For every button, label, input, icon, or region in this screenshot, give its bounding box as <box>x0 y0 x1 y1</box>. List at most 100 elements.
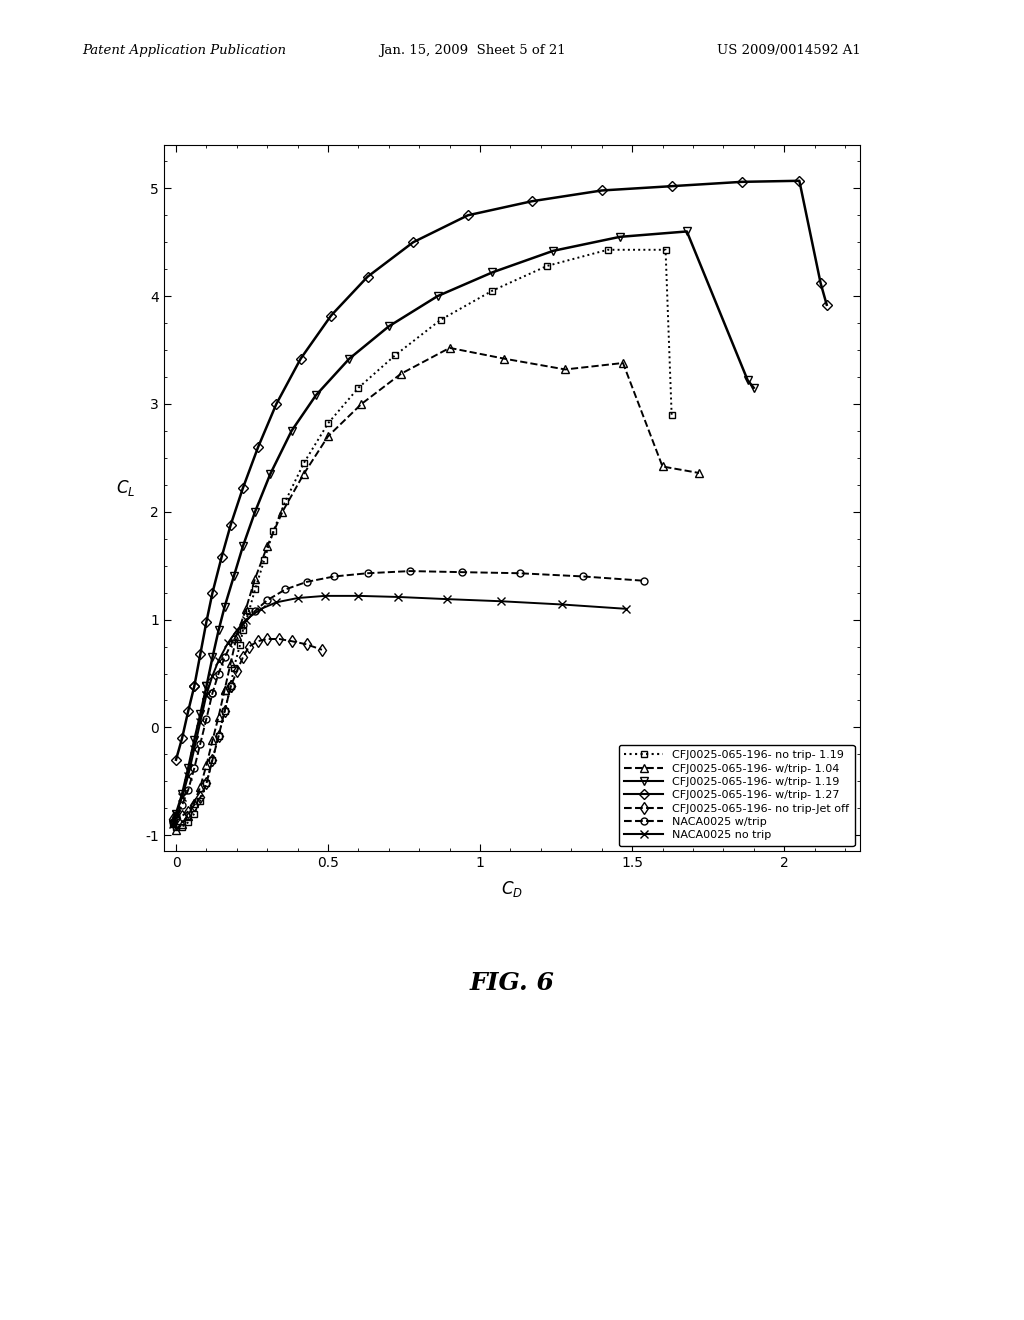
CFJ0025-065-196- no trip- 1.19 <box>218 704 230 719</box>
CFJ0025-065-196- no trip-Jet off <box>301 636 313 652</box>
NACA0025 no trip <box>221 635 233 651</box>
NACA0025 w/trip <box>195 735 207 751</box>
NACA0025 w/trip <box>578 569 590 585</box>
NACA0025 w/trip <box>261 593 273 609</box>
CFJ0025-065-196- w/trip- 1.04 <box>170 822 182 838</box>
NACA0025 w/trip <box>227 631 240 647</box>
Text: Jan. 15, 2009  Sheet 5 of 21: Jan. 15, 2009 Sheet 5 of 21 <box>379 44 565 57</box>
CFJ0025-065-196- no trip-Jet off <box>195 789 207 805</box>
CFJ0025-065-196- w/trip- 1.19 <box>343 351 355 367</box>
CFJ0025-065-196- w/trip- 1.19 <box>748 380 760 396</box>
CFJ0025-065-196- w/trip- 1.27 <box>462 207 474 223</box>
CFJ0025-065-196- no trip- 1.19 <box>298 455 310 471</box>
CFJ0025-065-196- no trip-Jet off <box>252 634 264 649</box>
CFJ0025-065-196- w/trip- 1.19 <box>286 422 298 438</box>
CFJ0025-065-196- w/trip- 1.19 <box>182 760 195 776</box>
CFJ0025-065-196- no trip-Jet off <box>167 810 179 826</box>
CFJ0025-065-196- w/trip- 1.04 <box>559 362 571 378</box>
CFJ0025-065-196- w/trip- 1.19 <box>218 599 230 615</box>
Line: CFJ0025-065-196- no trip-Jet off: CFJ0025-065-196- no trip-Jet off <box>169 635 326 824</box>
CFJ0025-065-196- no trip- 1.19 <box>352 380 365 396</box>
NACA0025 w/trip <box>237 616 249 632</box>
CFJ0025-065-196- no trip- 1.19 <box>267 523 280 539</box>
NACA0025 no trip <box>182 768 195 784</box>
NACA0025 no trip <box>207 668 219 684</box>
CFJ0025-065-196- w/trip- 1.04 <box>249 570 261 586</box>
NACA0025 w/trip <box>456 564 468 579</box>
CFJ0025-065-196- w/trip- 1.19 <box>167 817 179 833</box>
NACA0025 no trip <box>212 652 224 668</box>
NACA0025 no trip <box>255 601 267 616</box>
CFJ0025-065-196- no trip- 1.19 <box>602 242 614 257</box>
NACA0025 w/trip <box>218 649 230 665</box>
CFJ0025-065-196- no trip- 1.19 <box>224 678 237 694</box>
NACA0025 no trip <box>201 688 213 704</box>
CFJ0025-065-196- no trip- 1.19 <box>237 623 249 639</box>
Line: CFJ0025-065-196- w/trip- 1.27: CFJ0025-065-196- w/trip- 1.27 <box>172 177 830 763</box>
CFJ0025-065-196- w/trip- 1.19 <box>237 539 249 554</box>
NACA0025 w/trip <box>513 565 525 581</box>
CFJ0025-065-196- no trip-Jet off <box>286 634 298 649</box>
CFJ0025-065-196- no trip-Jet off <box>218 704 230 719</box>
CFJ0025-065-196- w/trip- 1.27 <box>270 396 283 412</box>
CFJ0025-065-196- no trip-Jet off <box>224 678 237 694</box>
CFJ0025-065-196- w/trip- 1.04 <box>182 808 195 824</box>
CFJ0025-065-196- w/trip- 1.27 <box>666 178 678 194</box>
CFJ0025-065-196- w/trip- 1.27 <box>325 308 337 323</box>
NACA0025 w/trip <box>249 603 261 619</box>
CFJ0025-065-196- no trip-Jet off <box>224 678 237 694</box>
CFJ0025-065-196- no trip- 1.19 <box>258 552 270 568</box>
NACA0025 w/trip <box>182 781 195 797</box>
X-axis label: $C_D$: $C_D$ <box>501 879 523 899</box>
CFJ0025-065-196- w/trip- 1.04 <box>207 733 219 748</box>
CFJ0025-065-196- w/trip- 1.27 <box>215 549 227 565</box>
CFJ0025-065-196- w/trip- 1.04 <box>443 341 456 356</box>
CFJ0025-065-196- w/trip- 1.19 <box>212 623 224 639</box>
CFJ0025-065-196- no trip- 1.19 <box>243 603 255 619</box>
Line: CFJ0025-065-196- w/trip- 1.19: CFJ0025-065-196- w/trip- 1.19 <box>169 227 758 829</box>
CFJ0025-065-196- no trip-Jet off <box>237 649 249 665</box>
Text: US 2009/0014592 A1: US 2009/0014592 A1 <box>717 44 860 57</box>
NACA0025 w/trip <box>361 565 374 581</box>
CFJ0025-065-196- no trip- 1.19 <box>212 729 224 744</box>
CFJ0025-065-196- w/trip- 1.04 <box>499 351 511 367</box>
CFJ0025-065-196- w/trip- 1.27 <box>820 297 833 313</box>
CFJ0025-065-196- w/trip- 1.04 <box>656 458 669 474</box>
NACA0025 w/trip <box>201 711 213 727</box>
NACA0025 w/trip <box>176 797 188 813</box>
CFJ0025-065-196- w/trip- 1.04 <box>276 504 289 520</box>
NACA0025 no trip <box>496 594 508 610</box>
Line: NACA0025 no trip: NACA0025 no trip <box>169 591 630 829</box>
NACA0025 no trip <box>620 601 632 616</box>
CFJ0025-065-196- w/trip- 1.19 <box>188 733 201 748</box>
CFJ0025-065-196- no trip-Jet off <box>182 804 195 820</box>
CFJ0025-065-196- no trip-Jet off <box>212 729 224 744</box>
CFJ0025-065-196- w/trip- 1.27 <box>295 351 307 367</box>
CFJ0025-065-196- w/trip- 1.04 <box>188 795 201 810</box>
CFJ0025-065-196- w/trip- 1.04 <box>218 681 230 697</box>
CFJ0025-065-196- no trip- 1.19 <box>666 407 678 422</box>
CFJ0025-065-196- no trip-Jet off <box>176 808 188 824</box>
CFJ0025-065-196- w/trip- 1.27 <box>201 614 213 630</box>
CFJ0025-065-196- no trip- 1.19 <box>541 257 553 273</box>
CFJ0025-065-196- w/trip- 1.19 <box>201 678 213 694</box>
CFJ0025-065-196- w/trip- 1.27 <box>170 752 182 768</box>
CFJ0025-065-196- w/trip- 1.04 <box>355 396 368 412</box>
NACA0025 w/trip <box>638 573 650 589</box>
CFJ0025-065-196- w/trip- 1.27 <box>237 480 249 496</box>
CFJ0025-065-196- w/trip- 1.27 <box>176 730 188 746</box>
CFJ0025-065-196- no trip- 1.19 <box>224 678 237 694</box>
CFJ0025-065-196- w/trip- 1.04 <box>395 366 408 381</box>
CFJ0025-065-196- w/trip- 1.27 <box>735 174 748 190</box>
CFJ0025-065-196- w/trip- 1.19 <box>383 318 395 334</box>
Line: CFJ0025-065-196- no trip- 1.19: CFJ0025-065-196- no trip- 1.19 <box>170 247 675 830</box>
CFJ0025-065-196- no trip- 1.19 <box>389 347 401 363</box>
CFJ0025-065-196- w/trip- 1.04 <box>201 758 213 774</box>
CFJ0025-065-196- no trip-Jet off <box>315 642 328 657</box>
CFJ0025-065-196- no trip-Jet off <box>170 810 182 826</box>
NACA0025 w/trip <box>167 814 179 830</box>
NACA0025 w/trip <box>328 569 340 585</box>
CFJ0025-065-196- w/trip- 1.27 <box>188 678 201 694</box>
CFJ0025-065-196- w/trip- 1.27 <box>361 269 374 285</box>
CFJ0025-065-196- w/trip- 1.04 <box>176 817 188 833</box>
